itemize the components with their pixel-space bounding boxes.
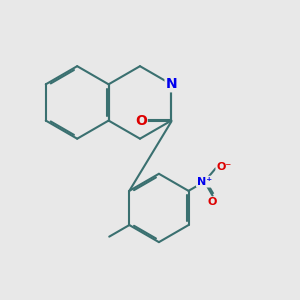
Text: O⁻: O⁻ [216,162,232,172]
Text: N⁺: N⁺ [197,177,212,187]
Text: N: N [166,77,177,91]
Text: O: O [135,115,147,128]
Text: O: O [207,197,217,207]
